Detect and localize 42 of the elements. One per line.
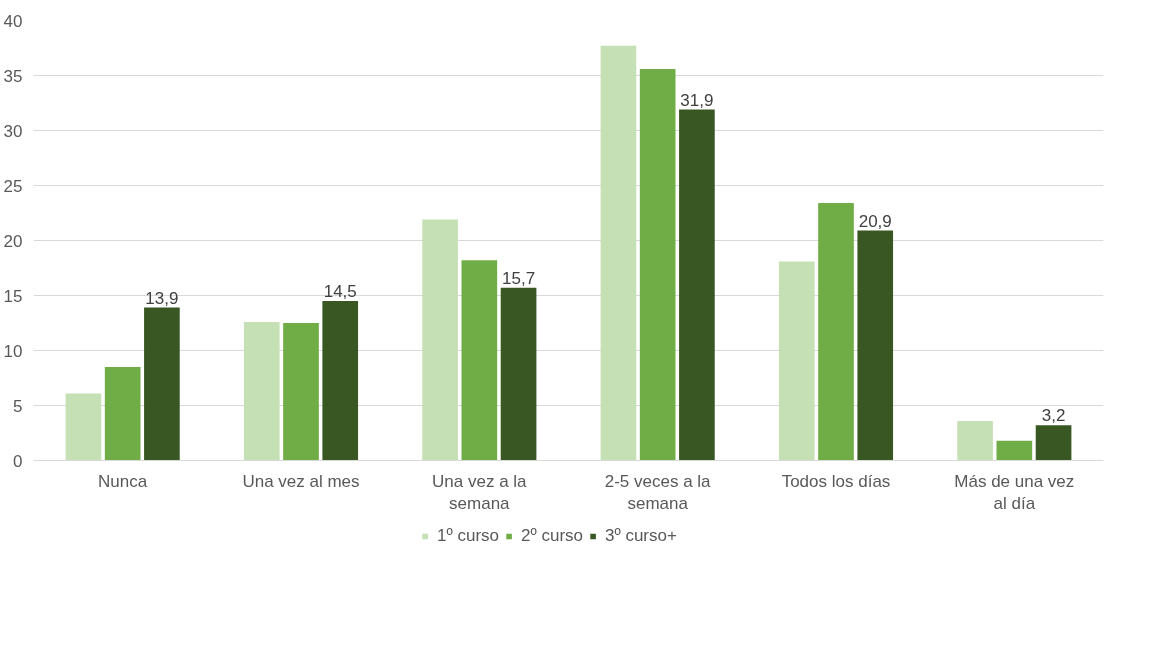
bar [65,393,102,461]
bar [283,323,319,461]
bar [1035,425,1072,461]
x-tick-label: Todos los días [781,471,891,491]
bar [600,45,637,461]
data-label: 3,2 [1041,406,1066,426]
data-label: 13,9 [145,288,179,308]
bar [679,109,715,461]
bar [957,420,993,461]
bar [422,219,458,461]
bar [500,287,537,461]
bar [243,321,280,461]
y-tick-label: 20 [3,231,23,251]
bar [818,203,854,461]
data-label: 14,5 [323,282,357,301]
data-label: 31,9 [680,90,714,110]
bar [144,307,180,461]
legend-label: 2º curso [521,526,584,546]
y-tick-label: 10 [3,341,23,361]
legend-label: 1º curso [437,526,500,546]
y-tick-label: 35 [3,66,23,86]
y-tick-label: 5 [13,396,23,416]
x-tick-label: Una vez a la semana [432,471,528,514]
y-tick-label: 25 [3,176,23,196]
x-tick-label: 2-5 veces a la semana [604,471,712,514]
y-tick-label: 40 [3,11,23,31]
x-tick-label: Una vez al mes [242,471,360,491]
x-tick-label: Más de una vez al día [954,471,1075,514]
x-tick-label: Nunca [98,471,148,491]
bar [104,367,141,461]
data-label: 20,9 [858,211,892,231]
y-tick-label: 30 [3,121,23,141]
bar [996,440,1033,461]
legend-label: 3º curso+ [605,526,677,546]
y-tick-label: 0 [13,451,23,471]
bar [778,261,815,461]
bar [461,260,498,461]
bar [639,68,676,461]
data-label: 15,7 [502,268,536,288]
bar [857,230,894,461]
bar [322,301,359,461]
y-tick-label: 15 [3,286,23,306]
